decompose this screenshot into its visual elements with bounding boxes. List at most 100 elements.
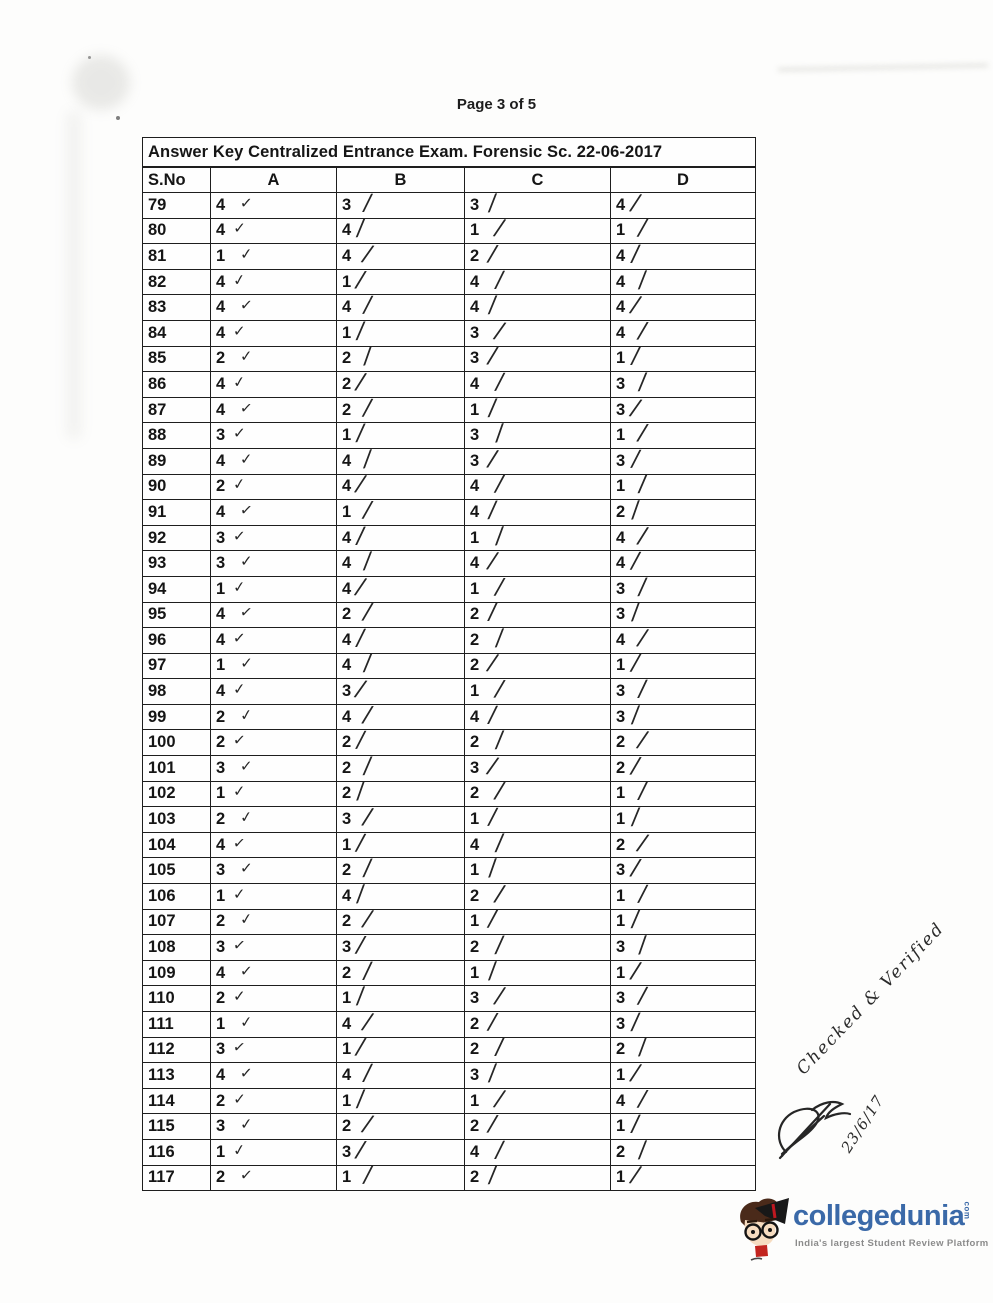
answer-cell: 4 ✓ [210,268,337,296]
brand-tagline: India's largest Student Review Platform [795,1238,989,1249]
handwritten-slash-mark: ╱ [362,655,373,673]
handwritten-check-mark: ✓ [232,578,247,597]
answer-cell: 3 ╱ [609,396,757,424]
handwritten-slash-mark: ╱ [637,373,648,392]
table-row: 113 4 ✓ 4 ╱ 3 ╱ 1 ╱ [142,1062,757,1089]
answer-cell: 3 ╱ [464,345,611,373]
sno-cell: 89 [142,447,211,475]
answer-cell: 1 ✓ [210,575,337,603]
answer-cell: 2 ✓ [210,908,337,936]
handwritten-slash-mark: ╱ [494,527,506,545]
handwritten-slash-mark: ╱ [630,757,641,776]
answer-cell: 1 ✓ [210,883,337,910]
answer-cell: 2 ╱ [609,1036,757,1064]
handwritten-slash-mark: ╱ [355,1141,366,1160]
handwritten-check-mark: ✓ [239,450,254,468]
table-row: 96 4 ✓ 4 ╱ 2 ╱ 4 ╱ [142,627,757,654]
answer-cell: 4 ╱ [609,294,757,321]
answer-cell: 2 ╱ [336,396,465,424]
handwritten-slash-mark: ╱ [630,655,641,673]
handwritten-slash-mark: ╱ [363,1064,373,1083]
handwritten-check-mark: ✓ [239,860,254,878]
answer-cell: 3 ╱ [609,703,757,731]
handwritten-check-mark: ✓ [232,885,247,904]
handwritten-slash-mark: ╱ [630,859,641,878]
sno-cell: 110 [142,985,211,1012]
collegedunia-mascot-icon [740,1198,789,1261]
answer-cell: 3 ╱ [464,422,611,449]
answer-cell: 1 ╱ [336,831,465,859]
handwritten-slash-mark: ╱ [630,296,642,315]
answer-cell: 2 ✓ [210,473,337,501]
answer-cell: 4 ╱ [609,268,757,296]
handwritten-slash-mark: ╱ [494,578,505,596]
handwritten-slash-mark: ╱ [637,1090,648,1108]
answer-cell: 1 ╱ [609,652,757,680]
handwritten-check-mark: ✓ [239,194,254,213]
sno-cell: 93 [142,550,211,577]
answer-cell: 4 ╱ [464,294,611,321]
handwritten-slash-mark: ╱ [494,1090,506,1109]
answer-cell: 3 ╱ [609,1011,757,1038]
answer-cell: 1 ╱ [464,908,611,936]
handwritten-slash-mark: ╱ [494,680,505,699]
handwritten-slash-mark: ╱ [637,476,648,494]
handwritten-slash-mark: ╱ [487,654,499,673]
handwritten-slash-mark: ╱ [362,347,374,366]
answer-table-body: Answer Key Centralized Entrance Exam. Fo… [141,137,757,1192]
handwritten-slash-mark: ╱ [637,271,649,290]
sno-cell: 82 [142,268,211,296]
answer-cell: 2 ╱ [609,831,757,859]
handwritten-slash-mark: ╱ [487,399,498,417]
answer-cell: 3 ╱ [609,601,757,629]
table-row: 94 1 ✓ 4 ╱ 1 ╱ 3 ╱ [142,575,757,603]
handwritten-check-mark: ✓ [233,322,246,340]
sno-cell: 95 [142,601,211,629]
table-row: 114 2 ✓ 1 ╱ 1 ╱ 4 ╱ [142,1087,757,1115]
handwritten-slash-mark: ╱ [629,398,642,418]
answer-cell: 1 ╱ [336,1087,465,1115]
handwritten-slash-mark: ╱ [494,987,506,1006]
answer-cell: 4 ✓ [210,371,337,398]
sno-cell: 88 [142,422,211,449]
answer-cell: 1 ╱ [609,959,757,987]
table-row: 111 1 ✓ 4 ╱ 2 ╱ 3 ╱ [142,1011,757,1038]
handwritten-slash-mark: ╱ [636,834,649,853]
table-row: 79 4 ✓ 3 ╱ 3 ╱ 4 ╱ [142,192,757,219]
answer-cell: 2 ╱ [336,345,465,373]
handwritten-check-mark: ✓ [239,962,254,980]
handwritten-check-mark: ✓ [240,757,253,775]
answer-cell: 3 ╱ [464,985,611,1012]
answer-cell: 2 ╱ [336,601,465,629]
handwritten-check-mark: ✓ [233,1090,246,1108]
answer-cell: 4 ╱ [609,627,757,654]
table-row: 100 2 ✓ 2 ╱ 2 ╱ 2 ╱ [142,729,757,757]
answer-cell: 2 ╱ [464,780,611,808]
handwritten-slash-mark: ╱ [487,1166,498,1185]
table-row: 82 4 ✓ 1 ╱ 4 ╱ 4 ╱ [142,268,757,296]
handwritten-slash-mark: ╱ [638,885,648,903]
handwritten-slash-mark: ╱ [637,731,649,750]
handwritten-check-mark: ✓ [239,296,254,315]
answer-cell: 3 ╱ [336,1138,465,1166]
table-row: 83 4 ✓ 4 ╱ 4 ╱ 4 ╱ [142,294,757,321]
answer-cell: 3 ✓ [210,857,337,885]
table-row: 90 2 ✓ 4 ╱ 4 ╱ 1 ╱ [142,473,757,501]
handwritten-check-mark: ✓ [233,220,246,238]
answer-cell: 2 ╱ [464,1011,611,1038]
handwritten-slash-mark: ╱ [355,578,367,597]
answer-cell: 4 ╱ [609,550,757,577]
answer-cell: 2 ╱ [609,499,757,526]
table-row: 80 4 ✓ 4 ╱ 1 ╱ 1 ╱ [142,217,757,245]
handwritten-slash-mark: ╱ [630,501,642,520]
handwritten-slash-mark: ╱ [355,220,366,238]
table-row: 81 1 ✓ 4 ╱ 2 ╱ 4 ╱ [142,243,757,270]
handwritten-slash-mark: ╱ [487,296,498,315]
answer-cell: 2 ╱ [464,934,611,961]
answer-cell: 4 ╱ [464,1138,611,1166]
sno-cell: 83 [142,294,211,321]
handwritten-check-mark: ✓ [232,680,247,699]
handwritten-check-mark: ✓ [231,1038,247,1058]
handwritten-slash-mark: ╱ [630,1166,642,1185]
answer-cell: 2 ╱ [609,1138,757,1166]
